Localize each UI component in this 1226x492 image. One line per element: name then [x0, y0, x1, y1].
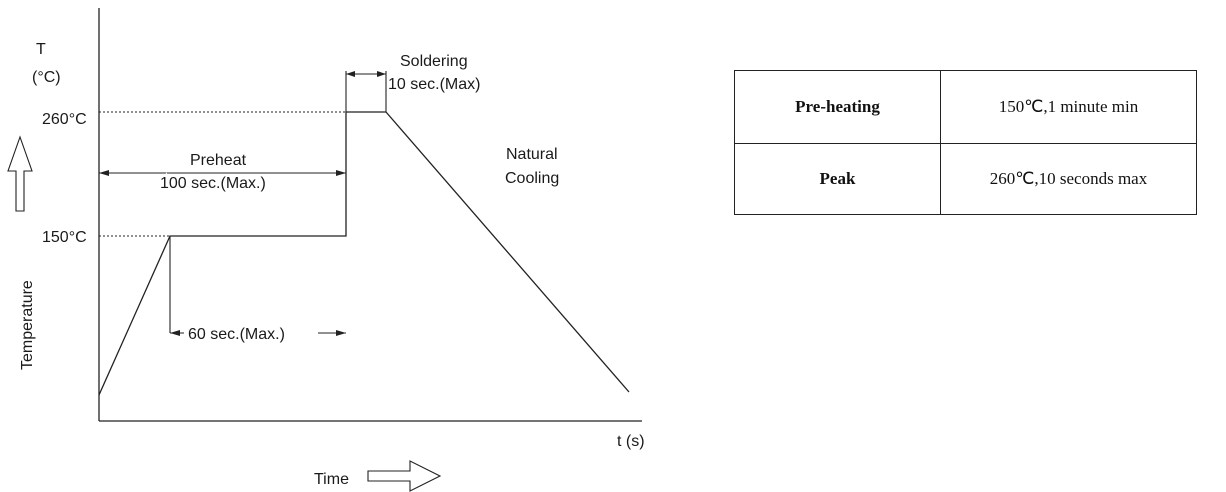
soldering-arrowhead-right-icon: [377, 71, 386, 77]
preheat-arrowhead-left-icon: [99, 170, 109, 176]
x-axis-label: t (s): [617, 433, 645, 450]
preheat-label: Preheat: [190, 152, 247, 169]
y-axis-symbol: T: [36, 41, 46, 58]
time-label: Time: [314, 471, 349, 488]
temperature-up-arrow-icon: [7, 135, 33, 212]
table-row: Pre-heating 150℃,1 minute min: [734, 70, 1197, 144]
table-cell-value: 260℃,10 seconds max: [940, 143, 1197, 215]
temp-150-label: 150°C: [42, 229, 87, 246]
preheat-arrowhead-right-icon: [336, 170, 346, 176]
reflow-profile-diagram: T (°C) t (s) Temperature Time 260°C 150°…: [7, 8, 645, 492]
temperature-profile-curve: [98, 111, 630, 396]
table-cell-parameter: Pre-heating: [734, 70, 941, 144]
reflow-spec-table: Pre-heating 150℃,1 minute min Peak 260℃,…: [734, 70, 1197, 215]
preheat-time-label: 100 sec.(Max.): [160, 175, 266, 192]
hold-label-background: [184, 322, 318, 344]
cooling-label-line1: Natural: [506, 146, 558, 163]
hold-arrowhead-left-icon: [170, 330, 180, 336]
cooling-label-line2: Cooling: [505, 170, 559, 187]
soldering-arrowhead-left-icon: [346, 71, 355, 77]
hold-time-label: 60 sec.(Max.): [188, 326, 285, 343]
hold-arrowhead-right-icon: [336, 330, 346, 336]
y-axis-unit: (°C): [32, 69, 61, 86]
soldering-time-label: 10 sec.(Max): [388, 76, 480, 93]
table-cell-value: 150℃,1 minute min: [940, 70, 1197, 144]
y-axis-label: Temperature: [19, 280, 36, 370]
temp-260-label: 260°C: [42, 111, 87, 128]
soldering-label: Soldering: [400, 53, 468, 70]
table-row: Peak 260℃,10 seconds max: [734, 143, 1197, 215]
table-cell-parameter: Peak: [734, 143, 941, 215]
time-right-arrow-icon: [367, 460, 442, 492]
